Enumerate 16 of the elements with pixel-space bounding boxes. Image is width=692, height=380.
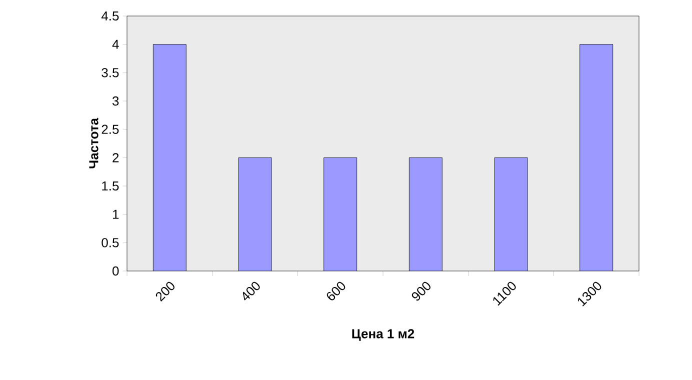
y-tick-label: 3	[112, 96, 119, 106]
y-axis-title: Частота	[89, 118, 98, 168]
y-tick-label: 1.5	[102, 181, 119, 191]
y-tick-label: 4	[112, 40, 119, 49]
y-tick-label: 3.5	[102, 68, 119, 78]
y-tick-label: 0.5	[102, 238, 119, 248]
y-tick-label: 2	[112, 153, 119, 162]
y-tick-label: 0	[112, 266, 119, 276]
x-tick-label: 600	[326, 282, 346, 300]
x-tick-label: 400	[242, 282, 260, 300]
x-axis-title: Цена 1 м2	[352, 329, 414, 341]
y-tick-label: 1	[112, 210, 119, 219]
y-tick-label: 2.5	[102, 124, 119, 134]
y-tick-label: 4.5	[101, 11, 119, 21]
x-tick-label: 200	[156, 282, 174, 302]
x-tick-label: 900	[412, 282, 430, 301]
